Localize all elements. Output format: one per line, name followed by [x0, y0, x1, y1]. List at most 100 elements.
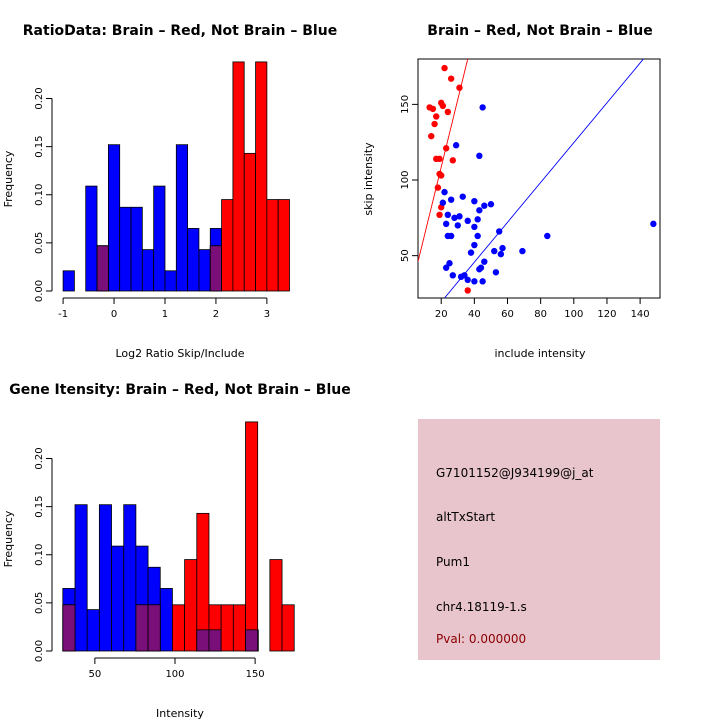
info-panel-background: [418, 419, 660, 660]
ratio-y-tick-label: 0.10: [34, 184, 45, 206]
scatter-point-not-brain: [454, 222, 461, 229]
ratio-histogram-title: RatioData: Brain – Red, Not Brain – Blue: [23, 23, 337, 39]
intensity-bar-brain: [220, 604, 234, 652]
scatter-point-not-brain: [441, 188, 448, 196]
intensity-bar-brain: [184, 559, 198, 652]
scatter-point-not-brain: [481, 202, 488, 209]
ratio-bar-overlap: [96, 245, 109, 292]
scatter-point-not-brain: [499, 244, 506, 252]
scatter-point-not-brain: [464, 217, 471, 225]
scatter-fit-lines: [418, 59, 644, 298]
ratio-x-tick-label: -1: [58, 309, 68, 320]
scatter-point-not-brain: [439, 199, 447, 206]
intensity-x-tick-label: 100: [165, 669, 184, 680]
intensity-histogram-ylabel: Frequency: [2, 510, 15, 567]
intensity-x-tick-label: 50: [88, 669, 101, 680]
intensity-y-tick-label: 0.15: [34, 495, 45, 517]
scatter-point-brain: [438, 172, 445, 179]
scatter-point-not-brain: [474, 216, 481, 223]
intensity-bar-brain: [232, 604, 246, 652]
scatter-point-brain: [444, 108, 452, 116]
ratio-histogram-panel: RatioData: Brain – Red, Not Brain – Blue…: [2, 23, 337, 360]
scatter-fit-line-blue: [444, 59, 644, 298]
scatter-point-not-brain: [456, 213, 463, 220]
scatter-x-tick-label: 100: [564, 309, 583, 320]
scatter-point-brain: [436, 155, 443, 163]
scatter-point-not-brain: [471, 278, 478, 285]
ratio-bar-overlap: [209, 245, 222, 292]
scatter-point-not-brain: [444, 211, 452, 219]
info-probe-id: G7101152@J934199@j_at: [436, 466, 594, 480]
ratio-bar-not-brain: [153, 185, 166, 292]
scatter-point-not-brain: [447, 196, 455, 203]
intensity-bar-brain: [269, 559, 283, 652]
intensity-bar-brain: [245, 421, 259, 652]
scatter-point-not-brain: [442, 220, 450, 228]
ratio-bar-brain: [277, 199, 290, 292]
scatter-point-not-brain: [444, 232, 452, 240]
ratio-bar-not-brain: [198, 249, 211, 292]
ratio-x-tick-label: 1: [162, 309, 168, 320]
intensity-bar-not-brain: [111, 545, 125, 652]
intensity-bar-brain: [172, 604, 186, 652]
ratio-bar-not-brain: [85, 185, 98, 292]
intensity-y-tick-label: 0.05: [34, 592, 45, 614]
scatter-panel: Brain – Red, Not Brain – Blue 20 40 60 80 10…: [362, 23, 661, 360]
intensity-histogram-title: Gene Itensity: Brain – Red, Not Brain – …: [9, 382, 351, 398]
scatter-point-not-brain: [457, 273, 465, 281]
ratio-bar-not-brain: [141, 249, 155, 292]
intensity-bar-overlap: [208, 629, 222, 652]
scatter-point-brain: [428, 132, 435, 140]
scatter-point-not-brain: [650, 220, 657, 228]
info-pval: Pval: 0.000000: [436, 632, 526, 646]
scatter-point-not-brain: [496, 228, 503, 235]
scatter-point-not-brain: [452, 142, 460, 149]
ratio-y-tick-label: 0.05: [34, 232, 45, 254]
intensity-bar-not-brain: [159, 588, 173, 652]
intensity-x-tick-label: 150: [246, 669, 265, 680]
scatter-point-not-brain: [497, 250, 505, 258]
scatter-point-not-brain: [471, 241, 478, 249]
intensity-y-tick-label: 0.00: [34, 640, 45, 662]
scatter-point-not-brain: [467, 249, 475, 256]
scatter-ylabel: skip intensity: [362, 142, 375, 216]
ratio-y-tick-label: 0.15: [34, 135, 45, 157]
intensity-bar-not-brain: [74, 504, 88, 652]
scatter-point-brain: [442, 145, 450, 152]
scatter-x-tick-label: 140: [631, 309, 650, 320]
intensity-y-tick-label: 0.10: [34, 544, 45, 566]
scatter-plot-frame: [417, 58, 661, 299]
ratio-x-tick-label: 0: [111, 309, 117, 320]
scatter-y-tick-label: 150: [400, 95, 411, 114]
info-event-type: altTxStart: [436, 510, 495, 524]
scatter-point-not-brain: [464, 276, 471, 284]
scatter-y-tick-label: 50: [400, 249, 411, 262]
ratio-bar-not-brain: [119, 206, 132, 292]
ratio-bar-not-brain: [164, 270, 177, 292]
scatter-point-brain: [433, 113, 440, 120]
ratio-x-tick-label: 3: [264, 309, 270, 320]
scatter-point-not-brain: [491, 247, 498, 255]
scatter-y-tick-label: 100: [400, 170, 411, 189]
scatter-point-brain: [456, 84, 463, 91]
scatter-point-brain: [439, 102, 447, 110]
scatter-point-not-brain: [442, 264, 450, 271]
scatter-point-not-brain: [471, 197, 478, 205]
info-gene: Pum1: [436, 555, 470, 569]
intensity-bar-overlap: [62, 604, 76, 652]
scatter-point-not-brain: [544, 232, 551, 240]
scatter-x-tick-label: 20: [435, 309, 448, 320]
ratio-bar-brain: [266, 199, 279, 292]
scatter-title: Brain – Red, Not Brain – Blue: [427, 23, 652, 39]
scatter-x-tick-label: 40: [468, 309, 481, 320]
scatter-point-brain: [436, 211, 443, 219]
intensity-histogram-xlabel: Intensity: [156, 707, 204, 720]
scatter-point-not-brain: [479, 278, 486, 285]
scatter-point-brain: [449, 157, 457, 164]
ratio-histogram-bars: [62, 61, 290, 292]
intensity-y-tick-label: 0.20: [34, 447, 45, 469]
intensity-histogram-x-axis: 50 100 150: [88, 657, 265, 680]
ratio-bar-not-brain: [175, 144, 189, 292]
scatter-point-not-brain: [451, 214, 458, 222]
